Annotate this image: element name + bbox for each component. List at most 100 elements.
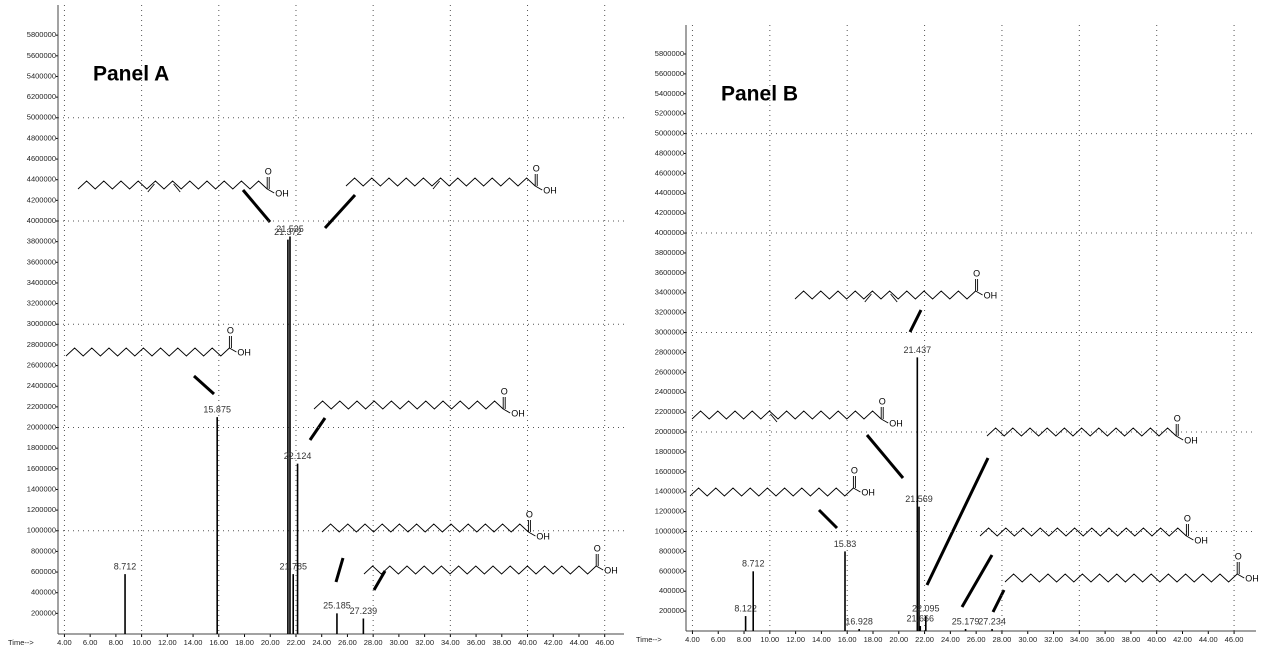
- x-tick-label: 20.00: [889, 635, 908, 644]
- peak-label: 15.83: [834, 539, 857, 549]
- y-tick-label: 2800000: [655, 347, 684, 356]
- chain: [986, 427, 1177, 437]
- y-tick-label: 1000000: [655, 526, 684, 535]
- x-tick-label: 14.00: [812, 635, 831, 644]
- x-tick-label: 10.00: [760, 635, 779, 644]
- y-tick-label: 6200000: [27, 92, 56, 101]
- panel-title: Panel A: [93, 63, 169, 86]
- y-tick-label: 400000: [31, 588, 56, 597]
- atom-label: O: [879, 396, 886, 406]
- x-tick-label: 12.00: [158, 638, 177, 646]
- atom-label: O: [851, 465, 858, 475]
- x-tick-label: 34.00: [1070, 635, 1089, 644]
- y-tick-label: 3000000: [27, 319, 56, 328]
- x-tick-label: 24.00: [941, 635, 960, 644]
- atom-label: O: [1235, 551, 1242, 561]
- atom-label: O: [533, 163, 540, 173]
- y-tick-label: 4800000: [27, 133, 56, 142]
- y-tick-label: 3400000: [655, 288, 684, 297]
- peak-label: 8.122: [734, 603, 757, 613]
- x-tick-label: 32.00: [1044, 635, 1063, 644]
- panel-title: Panel B: [721, 83, 798, 106]
- x-tick-label: 44.00: [1199, 635, 1218, 644]
- y-tick-label: 3600000: [655, 268, 684, 277]
- chain: [363, 565, 597, 575]
- double-bond: [432, 180, 440, 190]
- y-tick-label: 4400000: [655, 188, 684, 197]
- leader-line: [192, 374, 216, 396]
- x-tick-label: 8.00: [737, 635, 752, 644]
- atom-label: OH: [1245, 573, 1259, 583]
- y-tick-label: 4000000: [655, 228, 684, 237]
- leaders: [192, 189, 1006, 613]
- y-tick-label: 3400000: [27, 278, 56, 287]
- atom-label: OH: [889, 418, 903, 428]
- atom-label: O: [227, 325, 234, 335]
- atom-label: OH: [984, 290, 998, 300]
- chain: [689, 487, 854, 497]
- y-tick-label: 5600000: [655, 69, 684, 78]
- leader-line: [865, 434, 905, 479]
- atom-label: OH: [543, 185, 557, 195]
- atom-label: O: [501, 386, 508, 396]
- bond: [266, 188, 275, 194]
- x-tick-label: 36.00: [1096, 635, 1115, 644]
- x-tick-label: 6.00: [83, 638, 98, 646]
- y-tick-label: 200000: [31, 608, 56, 617]
- y-tick-label: 1800000: [27, 443, 56, 452]
- bond: [534, 185, 543, 191]
- x-axis-label: Time-->: [636, 635, 662, 644]
- atom-label: OH: [536, 531, 550, 541]
- x-tick-label: 24.00: [312, 638, 331, 646]
- peak-label: 21.437: [904, 345, 932, 355]
- peak-label: 22.095: [912, 603, 940, 613]
- y-tick-label: 4600000: [655, 168, 684, 177]
- x-tick-label: 16.00: [838, 635, 857, 644]
- y-tick-label: 3800000: [27, 237, 56, 246]
- x-tick-label: 10.00: [132, 638, 151, 646]
- y-tick-label: 4600000: [27, 154, 56, 163]
- chain: [65, 347, 230, 357]
- leader-line: [817, 508, 839, 530]
- double-bond: [864, 293, 872, 303]
- peak-label: 21.535: [276, 224, 304, 234]
- x-tick-label: 42.00: [544, 638, 563, 646]
- bond: [880, 418, 889, 424]
- y-tick-label: 5000000: [655, 129, 684, 138]
- atom-label: O: [594, 543, 601, 553]
- x-axis-label: Time-->: [8, 638, 34, 646]
- y-tick-label: 800000: [31, 546, 56, 555]
- x-tick-label: 46.00: [1225, 635, 1244, 644]
- y-tick-label: 600000: [659, 566, 684, 575]
- leader-line: [960, 554, 994, 608]
- x-tick-label: 30.00: [389, 638, 408, 646]
- y-tick-label: 3200000: [655, 308, 684, 317]
- x-tick-label: 32.00: [415, 638, 434, 646]
- atom-label: O: [973, 268, 980, 278]
- y-tick-label: 5800000: [655, 49, 684, 58]
- atom-label: OH: [1194, 535, 1208, 545]
- bond: [975, 290, 983, 296]
- panel: Panel B 200000 400000 600000 800000 1000000 12…: [636, 25, 1256, 644]
- double-bond: [770, 413, 778, 423]
- y-tick-label: 2600000: [655, 367, 684, 376]
- atom-label: OH: [275, 188, 289, 198]
- peak-label: 21.785: [279, 561, 307, 571]
- y-tick-label: 5000000: [27, 113, 56, 122]
- chain: [794, 290, 976, 300]
- peak-label: 27.234: [978, 616, 1006, 626]
- peak-label: 8.712: [742, 559, 765, 569]
- atom-label: OH: [1184, 435, 1198, 445]
- atom-label: OH: [237, 347, 251, 357]
- x-tick-label: 18.00: [235, 638, 254, 646]
- x-tick-label: 26.00: [967, 635, 986, 644]
- atom-label: OH: [861, 487, 875, 497]
- peak-label: 22.124: [284, 451, 312, 461]
- chain: [313, 400, 504, 410]
- y-tick-label: 3800000: [655, 248, 684, 257]
- y-tick-label: 4200000: [655, 208, 684, 217]
- x-tick-label: 18.00: [864, 635, 883, 644]
- x-tick-label: 46.00: [595, 638, 614, 646]
- atom-label: OH: [604, 565, 618, 575]
- y-tick-label: 1400000: [27, 484, 56, 493]
